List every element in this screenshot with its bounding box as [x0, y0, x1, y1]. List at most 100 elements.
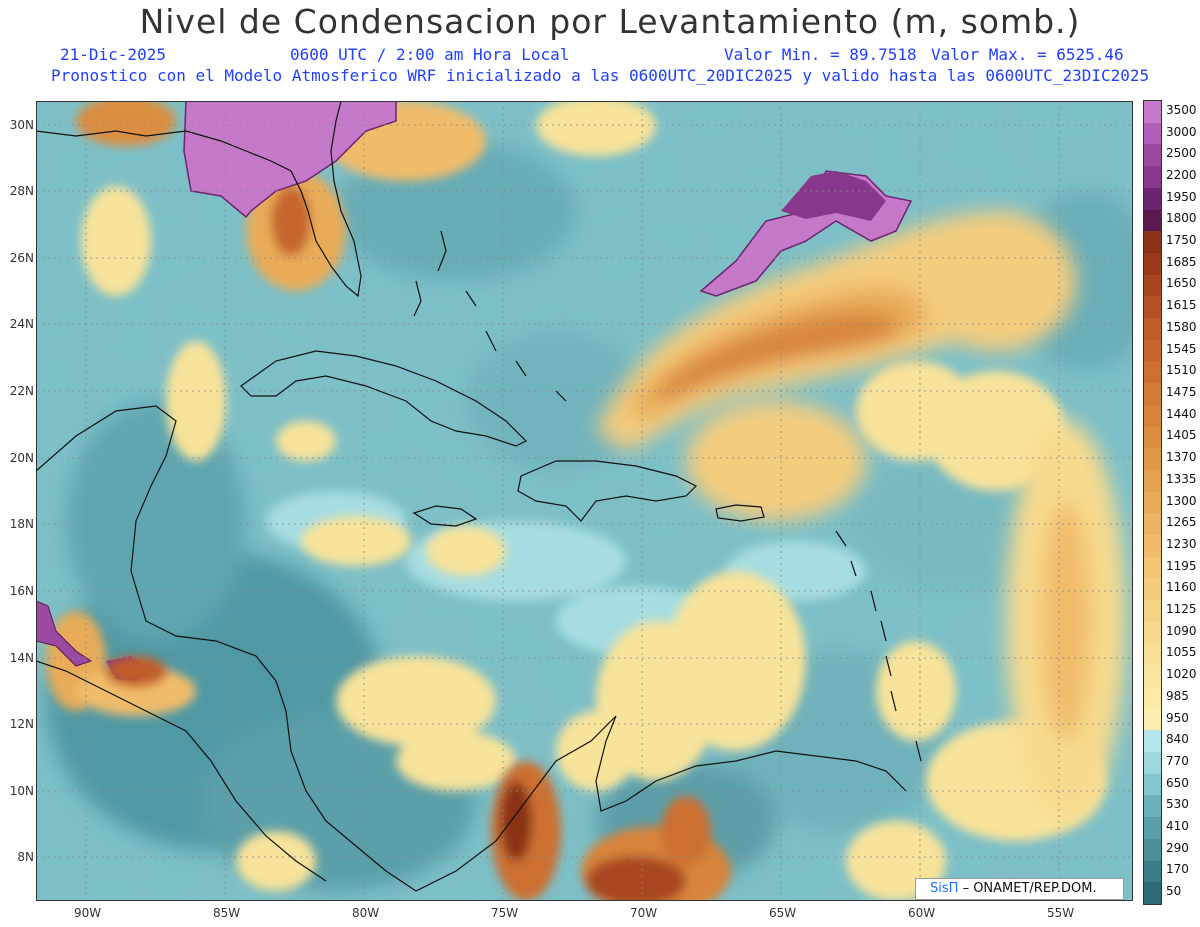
legend-value: 3500: [1166, 102, 1197, 117]
map-frame: [36, 101, 1133, 901]
legend-value: 1615: [1166, 298, 1197, 313]
legend-value: 1335: [1166, 471, 1197, 486]
lon-label-85w: 85W: [213, 906, 241, 920]
legend-value: 1475: [1166, 384, 1197, 399]
legend-swatch: [1144, 361, 1161, 384]
legend-value: 1300: [1166, 493, 1197, 508]
legend-value: 290: [1166, 840, 1189, 855]
lon-label-65w: 65W: [769, 906, 797, 920]
legend-swatch: [1144, 166, 1161, 189]
legend-swatch: [1144, 882, 1161, 905]
legend-value: 410: [1166, 819, 1189, 834]
lat-label-28n: 28N: [9, 184, 34, 198]
legend-value: 1090: [1166, 623, 1197, 638]
legend-value: 530: [1166, 797, 1189, 812]
forecast-info: Pronostico con el Modelo Atmosferico WRF…: [51, 66, 1150, 85]
lat-label-14n: 14N: [9, 651, 34, 665]
legend-swatch: [1144, 535, 1161, 558]
legend-swatch: [1144, 144, 1161, 167]
lat-label-10n: 10N: [9, 784, 34, 798]
legend-swatch: [1144, 578, 1161, 601]
graticule: [36, 101, 1133, 901]
lon-label-80w: 80W: [352, 906, 380, 920]
legend-swatch: [1144, 513, 1161, 536]
legend-swatch: [1144, 708, 1161, 731]
credit-text: – ONAMET/REP.DOM.: [962, 881, 1097, 896]
lat-label-20n: 20N: [9, 451, 34, 465]
lon-label-75w: 75W: [491, 906, 519, 920]
legend-value: 985: [1166, 688, 1189, 703]
legend-swatch: [1144, 274, 1161, 297]
max-value: Valor Max. = 6525.46: [931, 45, 1124, 64]
legend-swatch: [1144, 187, 1161, 210]
legend-swatch: [1144, 296, 1161, 319]
legend-swatch: [1144, 817, 1161, 840]
lon-label-60w: 60W: [908, 906, 936, 920]
legend-swatch: [1144, 556, 1161, 579]
legend-value: 1950: [1166, 189, 1197, 204]
legend-swatch: [1144, 426, 1161, 449]
forecast-time: 0600 UTC / 2:00 am Hora Local: [290, 45, 570, 64]
lon-label-90w: 90W: [74, 906, 102, 920]
lon-label-55w: 55W: [1047, 906, 1075, 920]
credit-box: SisΠ – ONAMET/REP.DOM.: [915, 878, 1124, 900]
lat-label-24n: 24N: [9, 317, 34, 331]
legend-swatch: [1144, 101, 1161, 124]
legend-value: 1020: [1166, 667, 1197, 682]
legend-value: 1160: [1166, 580, 1197, 595]
color-legend: [1143, 100, 1162, 905]
legend-value: 650: [1166, 775, 1189, 790]
legend-value: 2500: [1166, 146, 1197, 161]
legend-value: 1055: [1166, 645, 1197, 660]
lat-label-22n: 22N: [9, 384, 34, 398]
legend-value: 1195: [1166, 558, 1197, 573]
forecast-date: 21-Dic-2025: [60, 45, 166, 64]
legend-swatch: [1144, 795, 1161, 818]
sispi-logo: SisΠ: [930, 881, 959, 896]
legend-value: 170: [1166, 862, 1189, 877]
legend-swatch: [1144, 469, 1161, 493]
legend-value: 1125: [1166, 602, 1197, 616]
lcl-field-map: [36, 101, 1133, 901]
legend-value: 840: [1166, 732, 1189, 747]
legend-value: 1265: [1166, 515, 1197, 530]
legend-swatch: [1144, 600, 1161, 623]
legend-swatch: [1144, 686, 1161, 710]
legend-swatch: [1144, 491, 1161, 514]
legend-swatch: [1144, 252, 1161, 276]
lon-label-70w: 70W: [630, 906, 658, 920]
legend-value: 2200: [1166, 167, 1197, 182]
legend-swatch: [1144, 643, 1161, 666]
legend-swatch: [1144, 209, 1161, 232]
legend-value: 50: [1166, 884, 1182, 899]
legend-swatch: [1144, 665, 1161, 688]
lat-label-26n: 26N: [9, 251, 34, 265]
lat-label-12n: 12N: [9, 717, 34, 731]
coastlines: [36, 101, 922, 892]
lat-label-8n: 8N: [17, 850, 34, 864]
legend-value: 770: [1166, 753, 1189, 768]
legend-swatch: [1144, 621, 1161, 645]
legend-value: 1230: [1166, 536, 1197, 551]
legend-swatch: [1144, 231, 1161, 254]
legend-value: 1800: [1166, 211, 1197, 226]
legend-swatch: [1144, 318, 1161, 341]
legend-swatch: [1144, 383, 1161, 406]
map-title: Nivel de Condensacion por Levantamiento …: [139, 2, 1081, 41]
min-value: Valor Min. = 89.7518: [724, 45, 917, 64]
legend-swatch: [1144, 122, 1161, 145]
legend-value: 1440: [1166, 406, 1197, 421]
legend-swatch: [1144, 730, 1161, 753]
legend-value: 1580: [1166, 319, 1197, 334]
legend-value: 1685: [1166, 254, 1197, 269]
legend-swatch: [1144, 404, 1161, 428]
legend-swatch: [1144, 838, 1161, 862]
legend-value: 1405: [1166, 428, 1197, 443]
legend-swatch: [1144, 339, 1161, 362]
legend-value: 950: [1166, 710, 1189, 725]
lat-label-30n: 30N: [9, 118, 34, 132]
legend-swatch: [1144, 773, 1161, 796]
legend-swatch: [1144, 448, 1161, 471]
legend-value: 1370: [1166, 450, 1197, 465]
legend-value: 1750: [1166, 233, 1197, 248]
